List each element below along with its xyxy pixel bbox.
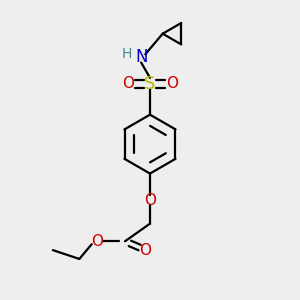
Text: O: O — [144, 193, 156, 208]
Text: O: O — [122, 76, 134, 91]
Text: O: O — [166, 76, 178, 91]
Text: O: O — [140, 243, 152, 258]
Text: S: S — [144, 75, 156, 93]
Text: O: O — [91, 234, 103, 249]
Text: H: H — [121, 47, 132, 61]
Text: N: N — [135, 48, 147, 66]
